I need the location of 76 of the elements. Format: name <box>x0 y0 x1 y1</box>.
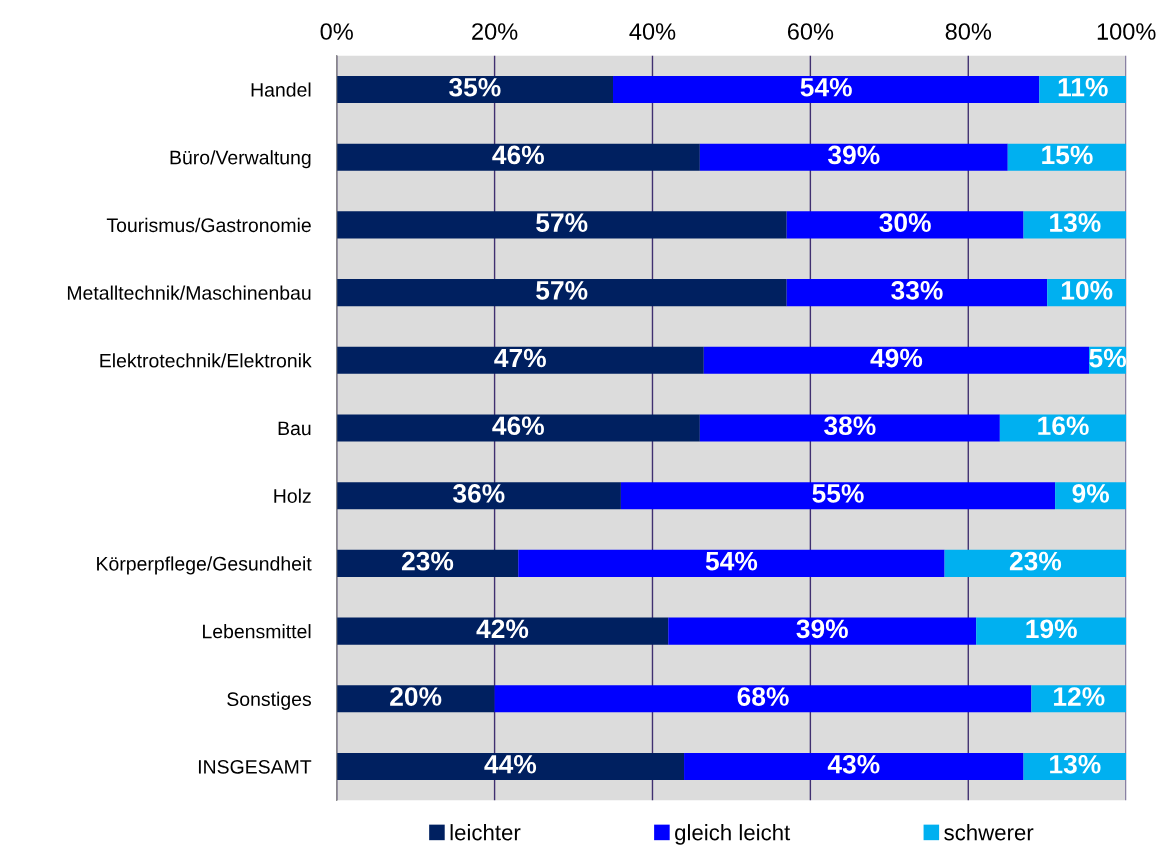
bar <box>613 75 1040 104</box>
y-tick-label: INSGESAMT <box>198 759 312 774</box>
bar <box>336 279 787 307</box>
text: 23% <box>401 551 454 571</box>
y-tick-label: Handel <box>251 82 311 97</box>
text: 55% <box>812 484 864 503</box>
bar <box>336 549 519 577</box>
text: 39% <box>828 145 880 165</box>
text: 5% <box>1089 348 1126 368</box>
bar <box>786 279 1048 307</box>
y-tick-label: Körperpflege/Gesundheit <box>97 556 312 575</box>
bar <box>699 414 1000 442</box>
text: 38% <box>824 416 876 436</box>
text: 16% <box>1038 416 1089 436</box>
text: 42% <box>476 619 529 639</box>
text: 36% <box>453 484 505 503</box>
text: 46% <box>492 145 544 165</box>
y-tick-label: Büro/Verwaltung <box>170 150 311 169</box>
y-tick-label: Bau <box>278 421 311 436</box>
text: 57% <box>536 281 588 300</box>
bar <box>668 617 977 645</box>
text: 35% <box>449 77 501 97</box>
text: 9% <box>1072 484 1110 503</box>
bar <box>336 752 685 781</box>
text: 54% <box>800 77 852 97</box>
bar <box>336 75 614 104</box>
bar <box>494 685 1032 713</box>
x-tick-label: 20% <box>472 23 518 40</box>
bar <box>336 617 669 645</box>
legend-label: gleich leicht <box>675 824 791 845</box>
x-tick-label: 80% <box>945 23 992 40</box>
bar <box>786 211 1024 239</box>
legend-label: schwerer <box>944 824 1034 841</box>
x-tick-label: 0% <box>320 23 353 40</box>
x-tick-label: 60% <box>787 23 834 40</box>
bar <box>620 482 1056 510</box>
text: 15% <box>1042 145 1093 165</box>
legend-label: leichter <box>450 824 521 841</box>
text: 23% <box>1009 551 1062 571</box>
y-tick-label: Lebensmittel <box>203 624 311 639</box>
text: 13% <box>1050 754 1101 774</box>
y-tick-label: Elektrotechnik/Elektronik <box>100 353 312 368</box>
y-tick-label: Sonstiges <box>227 691 311 710</box>
bar <box>336 211 787 239</box>
bar <box>336 346 704 374</box>
text: 49% <box>870 348 923 368</box>
text: 39% <box>796 619 848 639</box>
y-tick-label: Tourismus/Gastronomie <box>106 217 311 233</box>
bar <box>684 752 1024 781</box>
bar <box>336 482 621 510</box>
text: 10% <box>1061 280 1113 300</box>
text: 13% <box>1050 213 1101 233</box>
text: 46% <box>492 416 544 436</box>
text: 12% <box>1054 687 1105 706</box>
text: 33% <box>891 280 943 300</box>
text: 11% <box>1058 77 1108 97</box>
text: 47% <box>494 348 546 368</box>
bar <box>336 143 700 171</box>
bar <box>703 346 1090 374</box>
bar <box>699 143 1008 171</box>
x-tick-label: 100% <box>1097 23 1156 40</box>
bar <box>944 549 1127 577</box>
text: 57% <box>536 213 588 232</box>
bar <box>518 549 945 577</box>
text: 19% <box>1026 619 1077 639</box>
bar <box>999 414 1127 442</box>
bar <box>336 414 700 442</box>
y-tick-label: Holz <box>274 488 311 503</box>
text: 20% <box>390 687 442 706</box>
y-tick-label: Metalltechnik/Maschinenbau <box>67 285 311 300</box>
text: 68% <box>737 687 789 706</box>
x-tick-label: 40% <box>629 23 676 40</box>
text: 43% <box>827 754 880 774</box>
text: 30% <box>879 213 931 233</box>
text: 44% <box>484 754 537 774</box>
text: 54% <box>705 551 758 571</box>
